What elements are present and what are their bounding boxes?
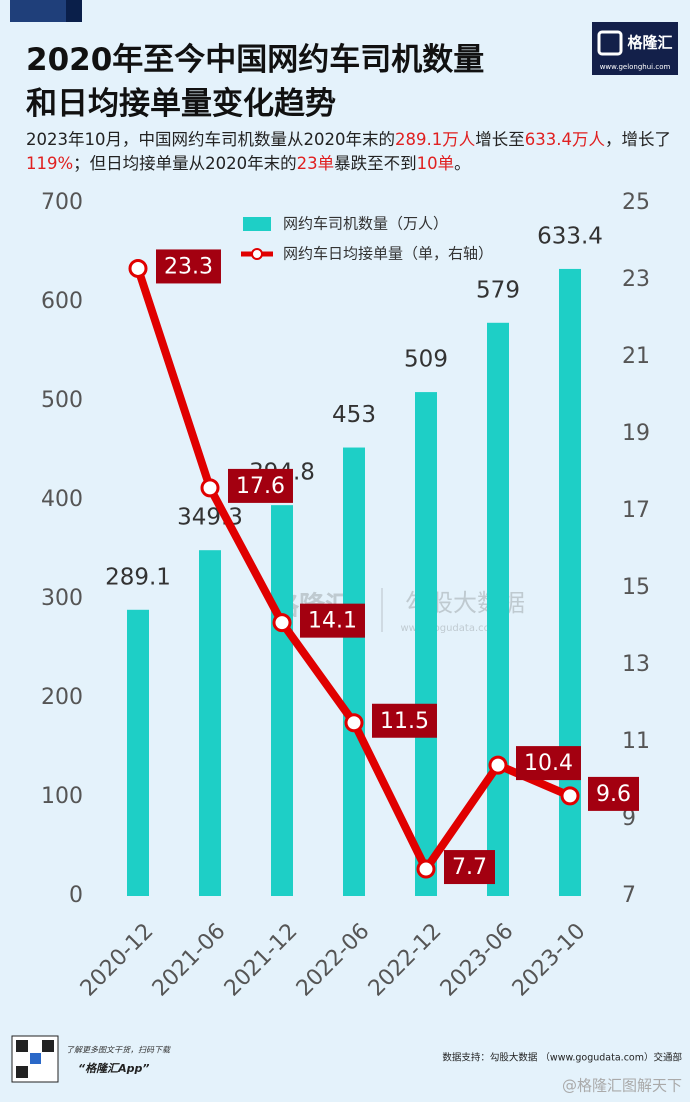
value-label-box — [444, 850, 495, 885]
bar-value-label: 289.1 — [105, 564, 171, 590]
bar — [271, 505, 293, 896]
x-tick-label: 2020-12 — [76, 919, 159, 1002]
x-tick-label: 2022-06 — [292, 919, 375, 1002]
y2-tick-label: 11 — [622, 729, 650, 754]
legend-label: 网约车司机数量（万人） — [283, 215, 448, 233]
bar — [343, 447, 365, 896]
x-tick-label: 2022-12 — [364, 919, 447, 1002]
x-tick-label: 2023-06 — [436, 919, 519, 1002]
value-label-box — [372, 703, 437, 738]
y-tick-label: 600 — [41, 289, 83, 314]
bar-value-label: 453 — [332, 402, 376, 428]
qr-text: 了解更多图文干货，扫码下载 — [66, 1046, 171, 1055]
bar — [487, 322, 509, 896]
bar-value-label: 509 — [404, 347, 448, 373]
y2-tick-label: 19 — [622, 421, 650, 446]
qr-part — [42, 1040, 54, 1052]
y2-tick-label: 23 — [622, 267, 650, 292]
subtitle-text: 。 — [454, 154, 471, 173]
logo-name: 格隆汇 — [627, 34, 672, 52]
legend-swatch — [243, 217, 271, 231]
line-point — [272, 613, 292, 633]
bar-value-label: 633.4 — [537, 223, 603, 249]
corner-decoration — [66, 0, 82, 22]
y-tick-label: 700 — [41, 190, 83, 215]
y2-tick-label: 15 — [622, 575, 650, 600]
title-line: 2020年至今中国网约车司机数量 — [26, 42, 485, 78]
credit: @格隆汇图解天下 — [562, 1077, 682, 1095]
line-point — [200, 478, 220, 498]
y2-tick-label: 7 — [622, 883, 636, 908]
app-name: “格隆汇App” — [78, 1062, 149, 1075]
watermark-url: www.gogudata.com — [400, 623, 499, 634]
y-tick-label: 200 — [41, 685, 83, 710]
chart-title: 2020年至今中国网约车司机数量 和日均接单量变化趋势 — [26, 38, 484, 126]
line-value-label: 7.7 — [452, 855, 487, 880]
bar — [415, 392, 437, 896]
x-tick-label: 2021-06 — [148, 919, 231, 1002]
line-value-label: 23.3 — [164, 254, 213, 279]
logo: 格隆汇 www.gelonghui.com — [592, 22, 678, 75]
value-label-box — [228, 468, 293, 503]
y-tick-label: 0 — [69, 883, 83, 908]
subtitle-highlight: 23单 — [296, 154, 335, 173]
line-point — [560, 786, 580, 806]
line-point — [128, 258, 148, 278]
qr-part — [30, 1053, 41, 1064]
title-line: 和日均接单量变化趋势 — [26, 86, 336, 122]
bar — [199, 550, 221, 896]
subtitle-text: 增长至 — [475, 130, 525, 149]
subtitle-highlight: 633.4万人 — [524, 130, 605, 149]
subtitle-text: ，增长了 — [604, 130, 671, 149]
subtitle-text: 2023年10月，中国网约车司机数量从2020年末的 — [26, 130, 395, 149]
logo-url: www.gelonghui.com — [600, 63, 671, 71]
y-tick-label: 100 — [41, 784, 83, 809]
line-value-label: 17.6 — [236, 474, 285, 499]
line-point — [488, 755, 508, 775]
line-point — [416, 859, 436, 879]
bar — [559, 268, 581, 897]
footer: 了解更多图文干货，扫码下载 “格隆汇App” 数据支持：勾股大数据 （www.g… — [11, 1035, 682, 1095]
corner-decoration — [10, 0, 82, 22]
subtitle: 2023年10月，中国网约车司机数量从2020年末的289.1万人增长至633.… — [26, 128, 676, 176]
y-tick-label: 400 — [41, 487, 83, 512]
subtitle-text: ；但日均接单量从2020年末的 — [73, 154, 297, 173]
y2-tick-label: 21 — [622, 344, 650, 369]
bar-value-label: 579 — [476, 277, 520, 303]
y2-tick-label: 9 — [622, 806, 636, 831]
y2-tick-label: 25 — [622, 190, 650, 215]
y2-tick-label: 17 — [622, 498, 650, 523]
value-label-box — [516, 746, 581, 781]
line-value-label: 11.5 — [380, 709, 429, 734]
y-tick-label: 300 — [41, 586, 83, 611]
subtitle-highlight: 289.1万人 — [394, 130, 476, 149]
line-point — [344, 713, 364, 733]
value-label-box — [300, 603, 365, 638]
source: 数据支持：勾股大数据 （www.gogudata.com）交通部 — [442, 1052, 682, 1064]
subtitle-text: 暴跌至不到 — [334, 154, 417, 173]
legend-swatch — [251, 248, 263, 260]
x-tick-label: 2023-10 — [508, 919, 591, 1002]
line-value-label: 14.1 — [308, 609, 357, 634]
legend-label: 网约车日均接单量（单，右轴） — [283, 245, 493, 263]
qr-part — [16, 1040, 28, 1052]
x-tick-label: 2021-12 — [220, 919, 303, 1002]
logo-icon — [597, 30, 623, 56]
bar — [127, 609, 149, 896]
line-value-label: 9.6 — [596, 782, 631, 807]
subtitle-highlight: 119% — [26, 154, 74, 173]
y2-tick-label: 13 — [622, 652, 650, 677]
subtitle-highlight: 10单 — [416, 154, 455, 173]
line-value-label: 10.4 — [524, 751, 573, 776]
y-tick-label: 500 — [41, 388, 83, 413]
value-label-box — [588, 776, 639, 811]
value-label-box — [156, 249, 221, 284]
qr-part — [16, 1066, 28, 1078]
